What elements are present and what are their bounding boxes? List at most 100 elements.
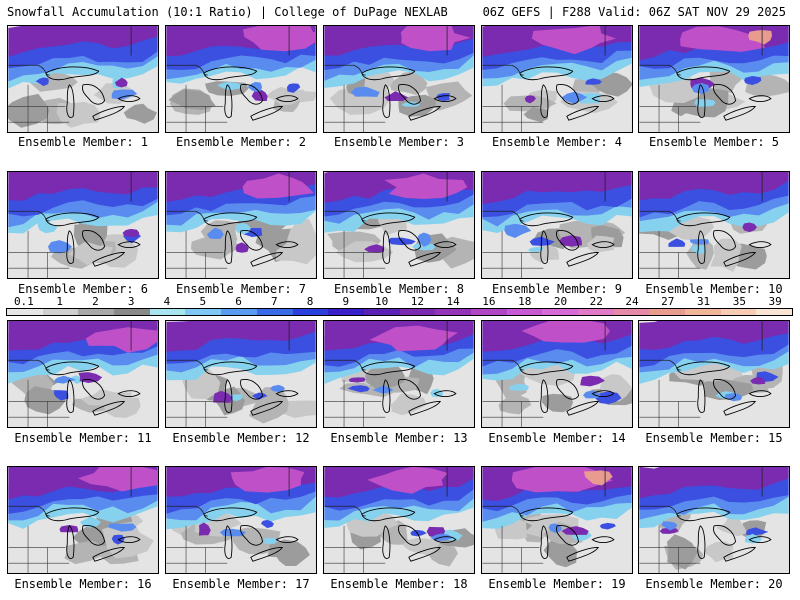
ensemble-member-label: Ensemble Member: 7 xyxy=(175,282,307,296)
legend-swatch xyxy=(256,309,293,315)
ensemble-member-map xyxy=(323,171,475,279)
legend-swatch xyxy=(149,309,186,315)
ensemble-member-label: Ensemble Member: 11 xyxy=(14,431,152,445)
legend-value-label: 8 xyxy=(306,295,314,308)
ensemble-member-map xyxy=(7,320,159,428)
snowfall-map xyxy=(324,172,474,278)
legend-swatch xyxy=(114,309,150,315)
ensemble-member-label: Ensemble Member: 14 xyxy=(488,431,626,445)
ensemble-member-map xyxy=(165,25,317,133)
ensemble-member-map xyxy=(165,171,317,279)
snowfall-map xyxy=(166,172,316,278)
legend-swatch xyxy=(685,309,721,315)
legend-swatch xyxy=(42,309,79,315)
snowfall-map xyxy=(324,26,474,132)
ensemble-member-label: Ensemble Member: 10 xyxy=(645,282,783,296)
legend-swatch xyxy=(720,309,757,315)
legend-value-label: 0.1 xyxy=(13,295,34,308)
legend-swatch xyxy=(363,309,400,315)
legend-swatch xyxy=(328,309,364,315)
legend-swatch xyxy=(542,309,578,315)
ensemble-member-label: Ensemble Member: 9 xyxy=(491,282,623,296)
legend-swatch xyxy=(506,309,543,315)
legend-value-label: 22 xyxy=(589,295,603,308)
ensemble-member-map xyxy=(638,466,790,574)
legend-value-label: 5 xyxy=(199,295,207,308)
legend-value-label: 24 xyxy=(625,295,639,308)
map-title: Snowfall Accumulation (10:1 Ratio) | Col… xyxy=(7,5,448,19)
ensemble-member-label: Ensemble Member: 19 xyxy=(488,577,626,591)
legend-value-label: 39 xyxy=(768,295,782,308)
ensemble-member-label: Ensemble Member: 12 xyxy=(172,431,310,445)
snowfall-map xyxy=(482,172,632,278)
ensemble-member-label: Ensemble Member: 18 xyxy=(330,577,468,591)
ensemble-member-label: Ensemble Member: 5 xyxy=(648,135,780,149)
ensemble-member-map xyxy=(7,466,159,574)
snowfall-map xyxy=(482,467,632,573)
snowfall-map xyxy=(8,467,158,573)
legend-swatch xyxy=(470,309,507,315)
legend-swatch xyxy=(613,309,650,315)
snowfall-map xyxy=(166,321,316,427)
legend-value-label: 2 xyxy=(92,295,99,308)
ensemble-member-label: Ensemble Member: 16 xyxy=(14,577,152,591)
ensemble-member-label: Ensemble Member: 8 xyxy=(333,282,465,296)
ensemble-member-map xyxy=(481,171,633,279)
snowfall-map xyxy=(639,26,789,132)
snowfall-map xyxy=(482,321,632,427)
ensemble-member-map xyxy=(323,320,475,428)
legend-value-label: 12 xyxy=(410,295,424,308)
legend-value-label: 31 xyxy=(696,295,711,308)
run-info: 06Z GEFS | F288 Valid: 06Z SAT NOV 29 20… xyxy=(482,5,786,19)
legend-value-label: 20 xyxy=(553,295,568,308)
legend-value-label: 9 xyxy=(342,295,350,308)
legend-value-label: 6 xyxy=(235,295,242,308)
ensemble-member-label: Ensemble Member: 4 xyxy=(491,135,623,149)
legend-value-label: 35 xyxy=(732,295,746,308)
ensemble-member-map xyxy=(638,171,790,279)
ensemble-member-label: Ensemble Member: 17 xyxy=(172,577,310,591)
snowfall-map xyxy=(482,26,632,132)
snowfall-map xyxy=(166,26,316,132)
snowfall-map xyxy=(8,26,158,132)
legend-value-label: 4 xyxy=(163,295,171,308)
legend-swatch xyxy=(221,309,257,315)
legend-value-label: 10 xyxy=(374,295,389,308)
legend-value-label: 16 xyxy=(482,295,496,308)
legend-value-label: 27 xyxy=(661,295,675,308)
legend-swatch xyxy=(292,309,329,315)
legend-swatch xyxy=(649,309,686,315)
legend-labels: 0.1 1 2 3 4 5 6 7 8 9 10 12 14 16 18 20 22 24 27 31 35 39 xyxy=(6,296,793,307)
snowfall-map xyxy=(8,321,158,427)
snowfall-map xyxy=(324,321,474,427)
legend-swatch xyxy=(435,309,471,315)
ensemble-member-label: Ensemble Member: 15 xyxy=(645,431,783,445)
snowfall-map xyxy=(639,321,789,427)
ensemble-member-map xyxy=(481,25,633,133)
legend-swatch xyxy=(756,309,793,315)
legend-swatch xyxy=(399,309,436,315)
snowfall-map xyxy=(639,172,789,278)
legend-value-label: 7 xyxy=(270,295,278,308)
ensemble-member-map xyxy=(323,466,475,574)
ensemble-member-label: Ensemble Member: 3 xyxy=(333,135,465,149)
legend-swatch xyxy=(78,309,115,315)
snowfall-map xyxy=(8,172,158,278)
legend-swatch xyxy=(185,309,222,315)
ensemble-member-map xyxy=(638,320,790,428)
ensemble-member-map xyxy=(481,320,633,428)
ensemble-member-label: Ensemble Member: 1 xyxy=(17,135,149,149)
ensemble-member-map xyxy=(481,466,633,574)
ensemble-member-map xyxy=(638,25,790,133)
ensemble-member-map xyxy=(165,466,317,574)
ensemble-member-label: Ensemble Member: 2 xyxy=(175,135,307,149)
ensemble-member-map xyxy=(165,320,317,428)
legend-value-label: 3 xyxy=(127,295,135,308)
legend-value-label: 18 xyxy=(518,295,532,308)
legend-swatch xyxy=(578,309,614,315)
snowfall-map xyxy=(324,467,474,573)
snowfall-map xyxy=(639,467,789,573)
legend-value-label: 14 xyxy=(446,295,460,308)
ensemble-member-label: Ensemble Member: 6 xyxy=(17,282,149,296)
